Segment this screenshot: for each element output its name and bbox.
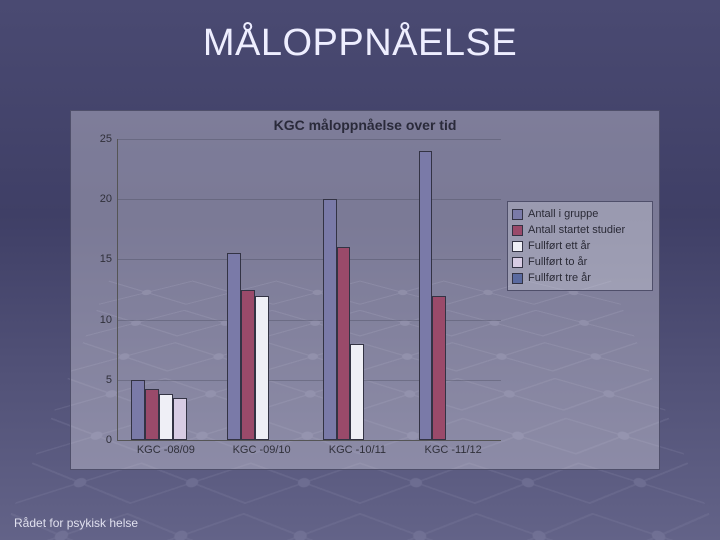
legend-item: Fullført ett år	[512, 238, 648, 254]
bar	[159, 394, 173, 440]
legend-swatch	[512, 257, 523, 268]
gridline	[118, 139, 501, 140]
y-tick-label: 10	[100, 314, 118, 326]
legend-swatch	[512, 225, 523, 236]
bar	[350, 344, 364, 440]
legend-label: Fullført to år	[528, 256, 587, 268]
y-tick-label: 15	[100, 253, 118, 265]
slide-title: MÅLOPPNÅELSE	[0, 22, 720, 65]
bar	[432, 296, 446, 440]
bar	[131, 380, 145, 440]
x-tick-label: KGC -11/12	[424, 440, 481, 456]
y-tick-label: 25	[100, 133, 118, 145]
bar	[227, 253, 241, 440]
bar	[323, 199, 337, 440]
x-tick-label: KGC -09/10	[233, 440, 291, 456]
legend-item: Fullført tre år	[512, 270, 648, 286]
x-tick-label: KGC -10/11	[329, 440, 386, 456]
bar	[241, 290, 255, 441]
footer-text: Rådet for psykisk helse	[14, 516, 138, 530]
chart-panel: KGC måloppnåelse over tid 0510152025KGC …	[70, 110, 660, 470]
legend-item: Fullført to år	[512, 254, 648, 270]
legend-swatch	[512, 273, 523, 284]
legend: Antall i gruppe Antall startet studier Ful…	[507, 201, 653, 291]
legend-label: Fullført ett år	[528, 240, 590, 252]
legend-item: Antall startet studier	[512, 222, 648, 238]
y-tick-label: 5	[106, 374, 118, 386]
legend-label: Antall i gruppe	[528, 208, 598, 220]
gridline	[118, 199, 501, 200]
legend-label: Antall startet studier	[528, 224, 625, 236]
x-tick-label: KGC -08/09	[137, 440, 195, 456]
bar	[145, 389, 159, 440]
bar	[255, 296, 269, 440]
legend-swatch	[512, 241, 523, 252]
y-tick-label: 0	[106, 434, 118, 446]
bar	[337, 247, 351, 440]
plot-area: 0510152025KGC -08/09KGC -09/10KGC -10/11…	[117, 139, 501, 441]
gridline	[118, 259, 501, 260]
y-tick-label: 20	[100, 193, 118, 205]
legend-item: Antall i gruppe	[512, 206, 648, 222]
legend-swatch	[512, 209, 523, 220]
legend-label: Fullført tre år	[528, 272, 591, 284]
bar	[419, 151, 433, 440]
bar	[173, 398, 187, 440]
chart-title: KGC måloppnåelse over tid	[71, 111, 659, 135]
